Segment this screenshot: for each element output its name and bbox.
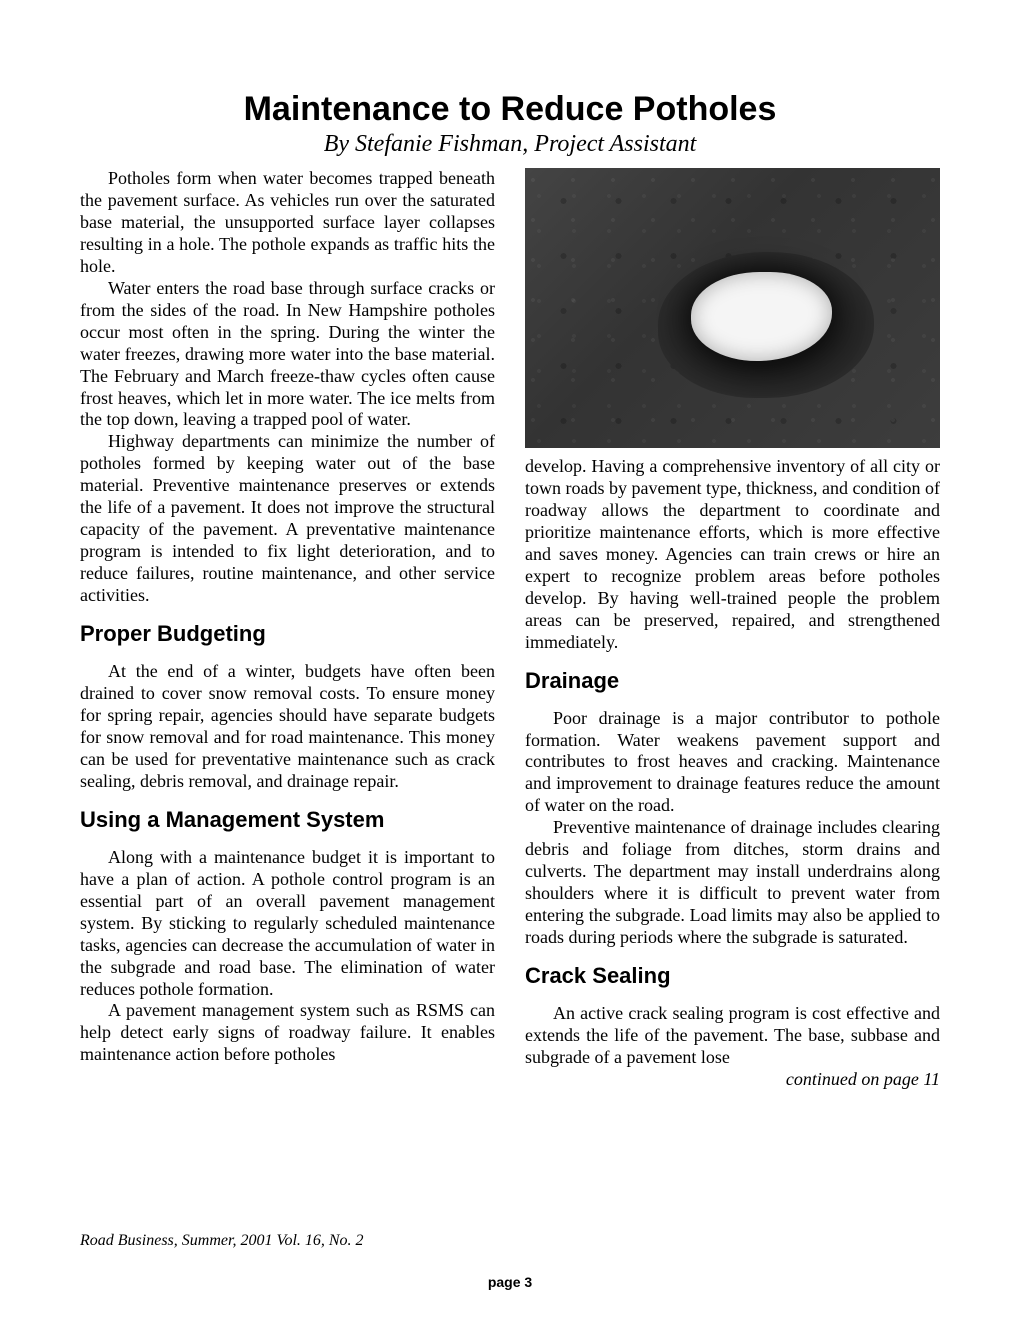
body-paragraph: Water enters the road base through surfa… — [80, 278, 495, 432]
body-paragraph: Potholes form when water becomes trapped… — [80, 168, 495, 278]
section-heading-budgeting: Proper Budgeting — [80, 621, 495, 647]
page-number: page 3 — [0, 1274, 1020, 1290]
body-paragraph: Poor drainage is a major contributor to … — [525, 708, 940, 818]
article-body: Potholes form when water becomes trapped… — [80, 168, 940, 1188]
pothole-photo — [525, 168, 940, 448]
continued-on-page: continued on page 11 — [525, 1069, 940, 1090]
body-paragraph: Preventive maintenance of drainage inclu… — [525, 817, 940, 949]
article-title: Maintenance to Reduce Potholes — [80, 90, 940, 129]
footer-citation: Road Business, Summer, 2001 Vol. 16, No.… — [80, 1232, 364, 1250]
body-paragraph: develop. Having a comprehensive inventor… — [525, 456, 940, 654]
body-paragraph: Highway departments can minimize the num… — [80, 431, 495, 607]
body-paragraph: At the end of a winter, budgets have oft… — [80, 661, 495, 793]
body-paragraph: A pavement management system such as RSM… — [80, 1000, 495, 1066]
article-byline: By Stefanie Fishman, Project Assistant — [80, 131, 940, 158]
body-paragraph: An active crack sealing program is cost … — [525, 1003, 940, 1069]
section-heading-management: Using a Management System — [80, 807, 495, 833]
section-heading-drainage: Drainage — [525, 668, 940, 694]
section-heading-crack-sealing: Crack Sealing — [525, 963, 940, 989]
body-paragraph: Along with a maintenance budget it is im… — [80, 847, 495, 1001]
